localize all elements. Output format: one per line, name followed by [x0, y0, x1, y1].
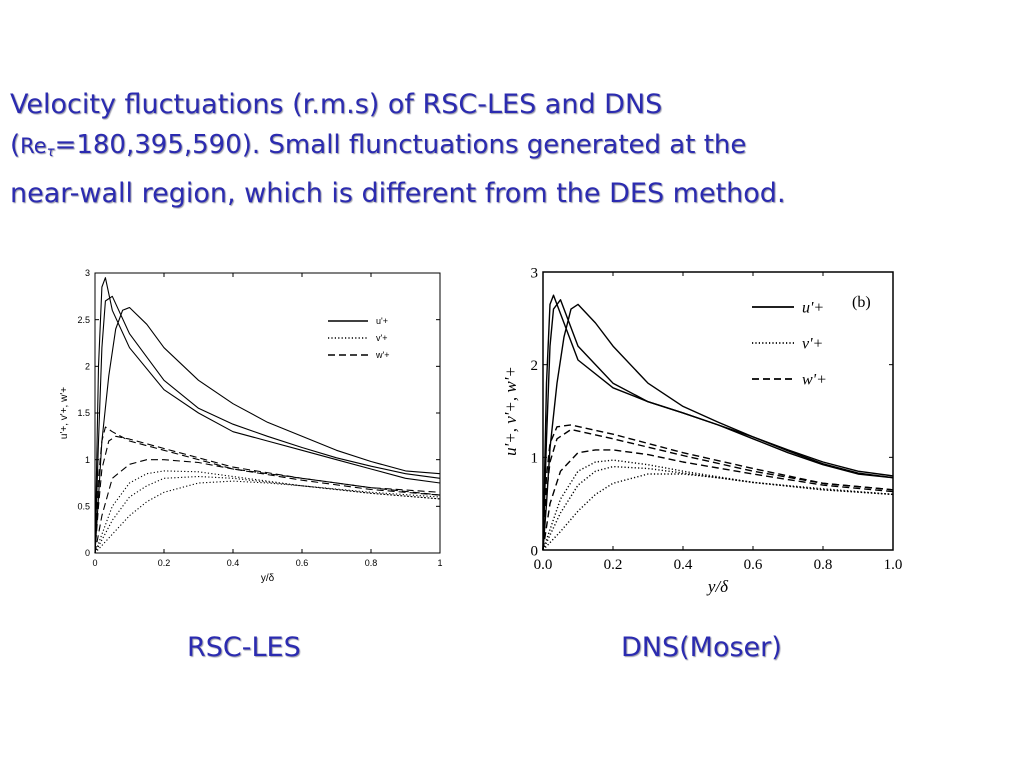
y-axis-label: u'+, v'+, w'+	[501, 366, 520, 456]
series-line-v	[94, 475, 441, 554]
y-tick-label: 1	[531, 451, 539, 467]
slide-title: Velocity fluctuations (r.m.s) of RSC-LES…	[10, 84, 1010, 214]
y-tick-label: 2	[531, 358, 539, 374]
title-paren: (	[10, 130, 21, 160]
x-tick-label: 0.0	[534, 557, 553, 573]
series-line-w	[94, 426, 441, 554]
y-tick-label: 0	[85, 548, 90, 558]
series-line-v	[94, 480, 441, 554]
x-tick-label: 1	[437, 558, 442, 568]
y-tick-label: 0	[531, 543, 539, 559]
series-line-w	[542, 424, 894, 551]
series-line-u	[94, 277, 441, 554]
y-tick-label: 0.5	[77, 501, 90, 511]
y-tick-label: 2.5	[77, 315, 90, 325]
x-tick-label: 0.4	[227, 558, 240, 568]
x-tick-label: 0.2	[158, 558, 171, 568]
series-line-w	[542, 449, 894, 551]
y-tick-label: 3	[85, 268, 90, 278]
y-tick-label: 1	[85, 455, 90, 465]
caption-dns-moser: DNS(Moser)	[621, 632, 782, 663]
x-tick-label: 0.4	[674, 557, 693, 573]
y-tick-label: 1.5	[77, 408, 90, 418]
series-line-u	[94, 295, 441, 554]
rsc-les-chart: 0 0.2 0.4 0.6 0.8 1 0 0.5 1 1.5 2 2.5 3 y/δ u'+, v'+, …	[59, 268, 443, 584]
series-line-v	[542, 473, 894, 551]
series-line-w	[94, 435, 441, 554]
title-line-3: near-wall region, which is different fro…	[10, 178, 786, 209]
series-line-v	[542, 465, 894, 551]
series-line-w	[94, 459, 441, 554]
series-line-u	[542, 299, 894, 551]
x-tick-label: 0.6	[744, 557, 763, 573]
series-line-w	[542, 428, 894, 551]
y-tick-label: 2	[85, 361, 90, 371]
series-line-u	[94, 306, 441, 554]
x-axis-label: y/δ	[706, 577, 729, 596]
legend-label: u'+	[802, 300, 824, 317]
y-tick-label: 3	[531, 265, 539, 281]
dns-moser-chart: 0.0 0.2 0.4 0.6 0.8 1.0 0 1 2 3 y/δ u'+, v'+, w'+ u'…	[501, 265, 903, 596]
series-line-v	[94, 470, 441, 554]
y-axis-label: u'+, v'+, w'+	[59, 387, 70, 439]
x-tick-label: 0.8	[814, 557, 833, 573]
reynolds-symbol: Re	[20, 134, 47, 158]
panel-annotation: (b)	[852, 294, 871, 311]
caption-rsc-les: RSC-LES	[187, 632, 301, 663]
x-tick-label: 0.2	[604, 557, 623, 573]
title-line-2: (Reτ=180,395,590). Small flunctuations g…	[10, 125, 1010, 173]
legend-label: v'+	[376, 333, 387, 343]
reynolds-subscript: τ	[46, 145, 55, 160]
x-axis-label: y/δ	[261, 573, 275, 584]
legend-label: w'+	[802, 372, 827, 389]
title-line-2-rest: =180,395,590). Small flunctuations gener…	[54, 130, 747, 160]
x-tick-label: 0	[92, 558, 97, 568]
plot-frame	[94, 272, 441, 554]
legend-label: v'+	[802, 336, 823, 353]
x-tick-label: 0.8	[365, 558, 378, 568]
x-tick-label: 1.0	[884, 557, 903, 573]
legend-label: u'+	[376, 316, 388, 326]
series-line-v	[542, 459, 894, 551]
legend-label: w'+	[375, 350, 389, 360]
series-line-u	[542, 303, 894, 551]
x-tick-label: 0.6	[296, 558, 309, 568]
plot-frame	[542, 271, 894, 551]
title-line-1: Velocity fluctuations (r.m.s) of RSC-LES…	[10, 89, 663, 120]
